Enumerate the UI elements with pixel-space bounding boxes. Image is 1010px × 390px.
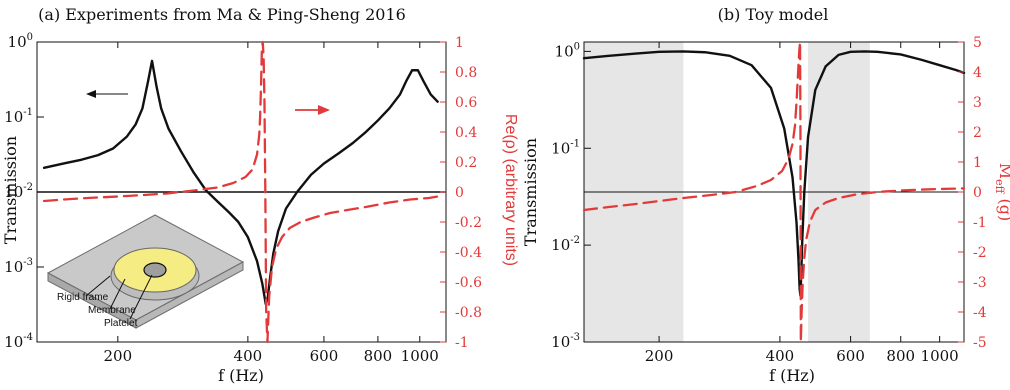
panel-a-x-tick-label: 200 <box>104 347 133 365</box>
panel-a-inset: Rigid frame Membrane Platelet <box>46 214 245 329</box>
panel-a-x-tick-label: 1000 <box>401 347 439 365</box>
inset-label-rigid-frame: Rigid frame <box>57 292 109 303</box>
panel-a-left-arrow-head <box>86 90 96 98</box>
panel-a-y2-tick-label: 0.4 <box>455 125 477 141</box>
panel-a-x-tick-label: 600 <box>310 347 339 365</box>
panel-a-y2-tick-label: -0.4 <box>455 245 482 261</box>
panel-b-series-1-line <box>582 40 966 344</box>
panel-a-y-tick-label: 100 <box>8 32 33 51</box>
panel-b-x-tick-label: 400 <box>766 347 795 365</box>
panel-a-y-ticks: 10-4 10-3 10-2 10-1 100 <box>4 32 44 351</box>
panel-b-y2-tick-label: -3 <box>973 275 987 291</box>
inset-callout-platelet <box>129 274 153 320</box>
panel-b-y2-tick-label: -2 <box>973 245 987 261</box>
panel-a: Rigid frame Membrane Platelet 200 400 600 8… <box>1 5 519 385</box>
panel-b-x-axis-label: f (Hz) <box>769 366 815 385</box>
panel-b-y2-tick-label: -5 <box>973 335 987 351</box>
panel-b-y2-tick-label: 4 <box>973 65 982 81</box>
panel-b-title: (b) Toy model <box>718 5 829 24</box>
panel-b-y2-axis-label: Meff (g) <box>993 163 1010 222</box>
panel-a-y2-tick-label: 0.8 <box>455 65 477 81</box>
panel-a-y-tick-label: 10-2 <box>4 182 33 201</box>
panel-b-y-tick-label: 10-3 <box>551 332 580 351</box>
panel-a-series-0-line <box>42 59 439 306</box>
panel-a-series-1-line <box>42 40 439 344</box>
inset-label-platelet: Platelet <box>104 318 138 329</box>
panel-b-y2-tick-label: -1 <box>973 215 987 231</box>
panel-b-y2-ticks: -5 -4 -3 -2 -1 0 1 2 3 4 5 <box>958 35 987 351</box>
panel-b-y2-tick-label: 5 <box>973 35 982 51</box>
panel-b-x-tick-label: 800 <box>886 347 915 365</box>
panel-b-series <box>582 40 966 344</box>
panel-a-y2-tick-label: 0 <box>455 185 464 201</box>
panel-b-x-ticks: 200 400 600 800 1000 <box>645 42 959 365</box>
panel-b-y2-tick-label: 2 <box>973 125 982 141</box>
inset-label-membrane: Membrane <box>88 305 136 316</box>
panel-b-y-tick-label: 10-1 <box>551 138 580 157</box>
panel-b-x-tick-label: 200 <box>645 347 674 365</box>
panel-a-x-axis-label: f (Hz) <box>218 366 264 385</box>
panel-b-y2-tick-label: 0 <box>973 185 982 201</box>
panel-a-x-tick-label: 800 <box>364 347 393 365</box>
panel-a-y2-tick-label: -0.2 <box>455 215 482 231</box>
panel-b-y-tick-label: 100 <box>555 41 580 60</box>
panel-a-y2-tick-label: 1 <box>455 35 464 51</box>
panel-a-y2-ticks: -1 -0.8 -0.6 -0.4 -0.2 0 0.2 0.4 0.6 0.8 1 <box>440 35 482 351</box>
panel-a-y2-tick-label: 0.2 <box>455 155 477 171</box>
panel-a-title: (a) Experiments from Ma & Ping-Sheng 201… <box>38 5 406 24</box>
panel-a-y2-tick-label: 0.6 <box>455 95 477 111</box>
panel-a-y2-axis-label: Re(ρ) (arbitrary units) <box>502 114 519 266</box>
panel-a-y2-tick-label: -1 <box>455 335 469 351</box>
panel-a-y-axis-label: Transmission <box>1 136 20 244</box>
panel-b-x-tick-label: 600 <box>836 347 865 365</box>
panel-a-x-tick-label: 400 <box>234 347 263 365</box>
panel-a-y2-tick-label: -0.8 <box>455 305 482 321</box>
panel-b-y-ticks: 10-3 10-2 10-1 100 <box>551 41 591 351</box>
panel-a-y-tick-label: 10-1 <box>4 107 33 126</box>
panel-a-y2-tick-label: -0.6 <box>455 275 482 291</box>
panel-b-y2-tick-label: 3 <box>973 95 982 111</box>
panel-a-y-tick-label: 10-4 <box>4 332 33 351</box>
panel-a-series <box>42 40 439 344</box>
panel-b-y-tick-label: 10-2 <box>551 235 580 254</box>
inset-rigid-frame-side-right <box>135 261 244 329</box>
panel-a-right-arrow-head <box>318 105 330 115</box>
inset-callout-membrane <box>109 278 126 310</box>
inset-platelet <box>143 262 167 278</box>
panel-b-y-axis-label: Transmission <box>521 138 540 246</box>
panel-a-annotations <box>86 90 330 115</box>
panel-a-y-tick-label: 10-3 <box>4 257 33 276</box>
panel-a-x-ticks: 200 400 600 800 1000 <box>104 42 439 365</box>
panel-b-x-tick-label: 1000 <box>921 347 959 365</box>
panel-b-y2-tick-label: 1 <box>973 155 982 171</box>
inset-callout-frame <box>85 275 111 297</box>
panel-b-y2-tick-label: -4 <box>973 305 987 321</box>
